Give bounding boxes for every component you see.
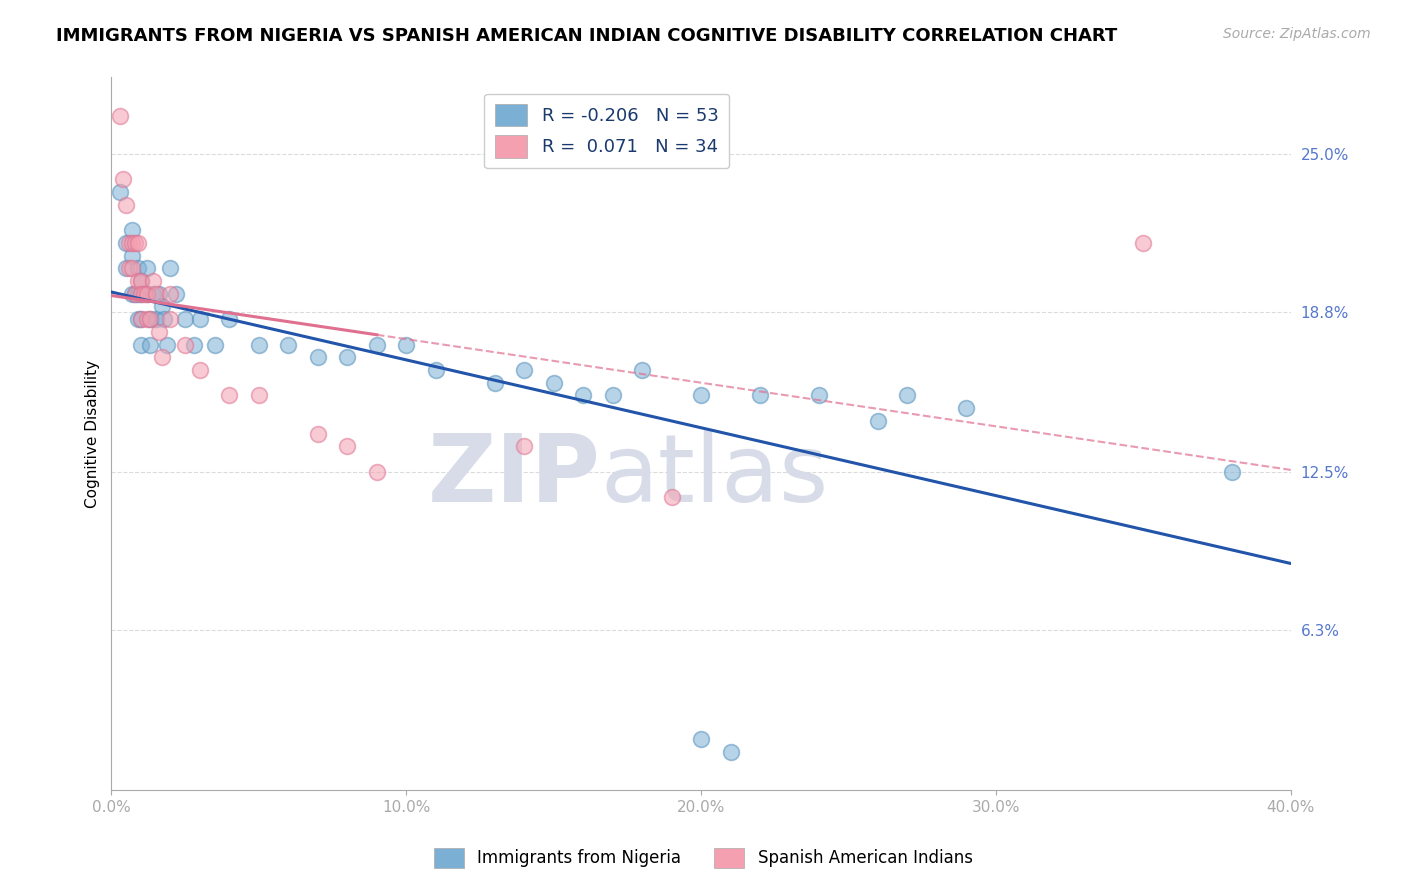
- Point: [425, 363, 447, 377]
- Point: [866, 414, 889, 428]
- Point: [121, 235, 143, 250]
- Point: [366, 465, 388, 479]
- Point: [808, 388, 831, 402]
- Point: [395, 337, 418, 351]
- Point: [484, 376, 506, 390]
- Point: [661, 490, 683, 504]
- Point: [159, 312, 181, 326]
- Point: [110, 109, 132, 123]
- Point: [135, 312, 157, 326]
- Point: [153, 312, 176, 326]
- Text: Source: ZipAtlas.com: Source: ZipAtlas.com: [1223, 27, 1371, 41]
- Point: [145, 286, 167, 301]
- Point: [188, 363, 211, 377]
- Point: [336, 351, 359, 365]
- Point: [749, 388, 772, 402]
- Point: [150, 300, 173, 314]
- Point: [129, 312, 152, 326]
- Point: [148, 325, 170, 339]
- Y-axis label: Cognitive Disability: Cognitive Disability: [86, 359, 100, 508]
- Point: [124, 286, 146, 301]
- Point: [129, 274, 152, 288]
- Point: [156, 337, 179, 351]
- Legend: R = -0.206   N = 53, R =  0.071   N = 34: R = -0.206 N = 53, R = 0.071 N = 34: [484, 94, 730, 169]
- Point: [165, 286, 187, 301]
- Point: [135, 261, 157, 276]
- Point: [127, 274, 149, 288]
- Point: [218, 312, 240, 326]
- Text: IMMIGRANTS FROM NIGERIA VS SPANISH AMERICAN INDIAN COGNITIVE DISABILITY CORRELAT: IMMIGRANTS FROM NIGERIA VS SPANISH AMERI…: [56, 27, 1118, 45]
- Point: [150, 351, 173, 365]
- Point: [110, 185, 132, 199]
- Text: ZIP: ZIP: [427, 430, 600, 523]
- Point: [115, 261, 138, 276]
- Point: [148, 286, 170, 301]
- Point: [138, 312, 160, 326]
- Point: [955, 401, 977, 416]
- Point: [188, 312, 211, 326]
- Point: [896, 388, 918, 402]
- Point: [159, 261, 181, 276]
- Point: [513, 363, 536, 377]
- Point: [307, 426, 329, 441]
- Point: [127, 235, 149, 250]
- Point: [247, 337, 270, 351]
- Point: [247, 388, 270, 402]
- Point: [1132, 235, 1154, 250]
- Point: [121, 261, 143, 276]
- Point: [690, 388, 713, 402]
- Point: [690, 731, 713, 746]
- Point: [174, 312, 197, 326]
- Point: [121, 248, 143, 262]
- Point: [277, 337, 299, 351]
- Point: [129, 286, 152, 301]
- Point: [124, 286, 146, 301]
- Point: [204, 337, 226, 351]
- Point: [336, 439, 359, 453]
- Point: [129, 286, 152, 301]
- Legend: Immigrants from Nigeria, Spanish American Indians: Immigrants from Nigeria, Spanish America…: [427, 841, 979, 875]
- Point: [183, 337, 205, 351]
- Point: [142, 274, 165, 288]
- Point: [145, 312, 167, 326]
- Text: atlas: atlas: [600, 430, 830, 523]
- Point: [129, 312, 152, 326]
- Point: [124, 235, 146, 250]
- Point: [307, 351, 329, 365]
- Point: [631, 363, 654, 377]
- Point: [543, 376, 565, 390]
- Point: [127, 261, 149, 276]
- Point: [115, 197, 138, 211]
- Point: [129, 274, 152, 288]
- Point: [138, 312, 160, 326]
- Point: [174, 337, 197, 351]
- Point: [142, 286, 165, 301]
- Point: [135, 286, 157, 301]
- Point: [602, 388, 624, 402]
- Point: [720, 745, 742, 759]
- Point: [118, 235, 141, 250]
- Point: [112, 172, 135, 186]
- Point: [159, 286, 181, 301]
- Point: [118, 261, 141, 276]
- Point: [127, 286, 149, 301]
- Point: [121, 223, 143, 237]
- Point: [121, 286, 143, 301]
- Point: [218, 388, 240, 402]
- Point: [513, 439, 536, 453]
- Point: [129, 337, 152, 351]
- Point: [1220, 465, 1243, 479]
- Point: [138, 337, 160, 351]
- Point: [135, 286, 157, 301]
- Point: [127, 312, 149, 326]
- Point: [132, 286, 155, 301]
- Point: [115, 235, 138, 250]
- Point: [572, 388, 595, 402]
- Point: [366, 337, 388, 351]
